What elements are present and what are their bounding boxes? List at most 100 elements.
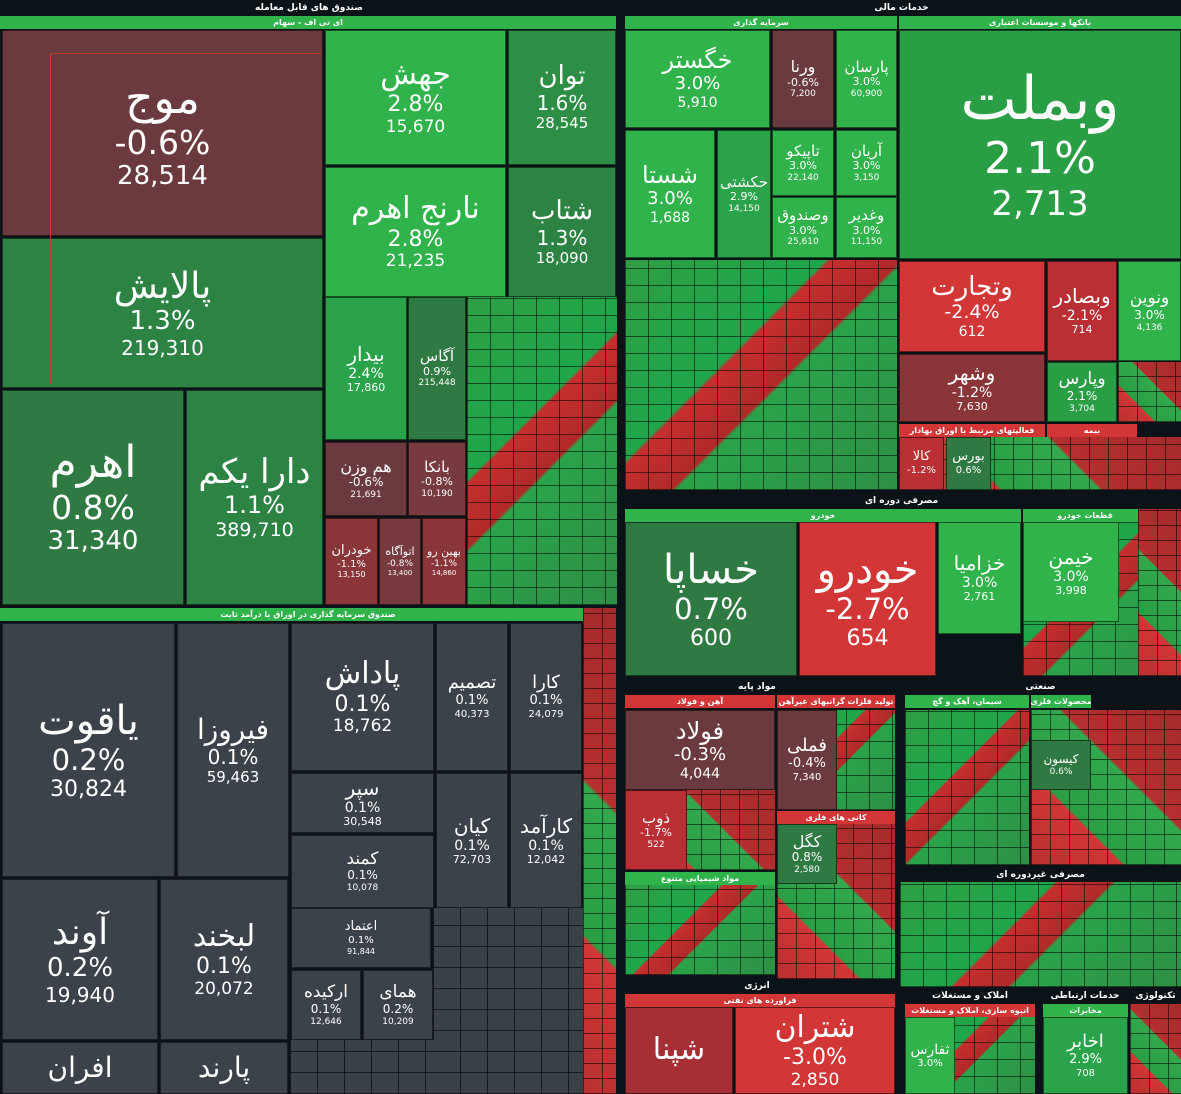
tile-symbol: خودرو [816,546,919,593]
symbol-tile[interactable]: کالا -1.2% [899,437,944,490]
small-tiles-cluster [625,885,775,975]
tile-value: 389,710 [215,518,294,541]
tile-value: 714 [1071,323,1093,337]
symbol-tile[interactable]: ونوین 3.0% 4,136 [1118,261,1181,361]
symbol-tile[interactable]: فولاد -0.3% 4,044 [625,710,775,790]
symbol-tile[interactable]: خزامیا 3.0% 2,761 [938,522,1021,634]
tile-value: 19,940 [45,982,115,1007]
symbol-tile[interactable]: بهین رو -1.1% 14,860 [422,518,466,605]
symbol-tile[interactable]: خیمن 3.0% 3,998 [1023,522,1119,622]
symbol-tile[interactable]: پارسان 3.0% 60,900 [836,30,897,128]
symbol-tile[interactable]: خودرو -2.7% 654 [799,522,936,676]
tile-symbol: دارا یکم [198,452,311,493]
symbol-tile[interactable]: بیدار 2.4% 17,860 [325,297,407,440]
symbol-tile[interactable]: وشهر -1.2% 7,630 [899,354,1045,422]
symbol-tile[interactable]: شپنا [625,1007,733,1094]
symbol-tile[interactable]: ثفارس 3.0% [905,1017,955,1094]
tile-value: 17,860 [346,380,386,394]
symbol-tile[interactable]: موج -0.6% 28,514 [2,30,323,236]
tile-change: 2.9% [1068,1051,1103,1067]
symbol-tile[interactable]: هم وزن -0.6% 21,691 [325,442,407,516]
symbol-tile[interactable]: تصمیم 0.1% 40,373 [436,623,508,771]
tile-value: 2,850 [790,1069,840,1090]
symbol-tile[interactable]: کارا 0.1% 24,079 [510,623,582,771]
symbol-tile[interactable]: پالایش 1.3% 219,310 [2,238,323,388]
tile-symbol: فولاد [675,716,725,745]
symbol-tile[interactable]: وبصادر -2.1% 714 [1047,261,1117,361]
symbol-tile[interactable]: کیسون 0.6% [1031,740,1091,790]
tile-symbol: بیدار [347,341,385,366]
symbol-tile[interactable]: کمند 0.1% 10,078 [291,835,434,908]
symbol-tile[interactable]: وتجارت -2.4% 612 [899,261,1045,352]
industry-header: بانکها و موسسات اعتباری [899,16,1181,29]
symbol-tile[interactable]: لبخند 0.1% 20,072 [160,879,288,1040]
symbol-tile[interactable]: حکشتی 2.9% 14,150 [717,130,771,258]
symbol-tile[interactable]: سپر 0.1% 30,548 [291,773,434,833]
industry-header: انبوه سازی، املاک و مستغلات [905,1004,1035,1017]
symbol-tile[interactable]: همای 0.2% 10,209 [363,970,433,1040]
symbol-tile[interactable]: ورنا -0.6% 7,200 [772,30,834,128]
tile-change: 3.0% [674,73,721,95]
symbol-tile[interactable]: افران [2,1042,158,1094]
tile-value: 40,373 [454,709,490,721]
tile-change: 0.1% [454,837,490,854]
tile-symbol: آگاس [419,347,455,366]
symbol-tile[interactable]: اهرم 0.8% 31,340 [2,390,184,605]
symbol-tile[interactable]: اعتماد 0.1% 91,844 [291,908,431,968]
tile-symbol: یاقوت [38,697,139,744]
symbol-tile[interactable]: کارآمد 0.1% 12,042 [510,773,582,908]
symbol-tile[interactable]: وغدیر 3.0% 11,150 [836,197,897,258]
symbol-tile[interactable]: شتران -3.0% 2,850 [735,1007,895,1094]
symbol-tile[interactable]: کگل 0.8% 2,580 [777,824,837,884]
tile-change: 2.8% [387,92,444,118]
industry-header: آهن و فولاد [625,695,775,708]
tile-value: 2,761 [963,590,996,604]
tile-symbol: افران [47,1050,113,1084]
tile-change: 2.4% [348,365,384,382]
symbol-tile[interactable]: آریان 3.0% 3,150 [836,130,897,196]
tile-value: 20,072 [194,978,254,999]
symbol-tile[interactable]: ارکیده 0.1% 12,646 [291,970,361,1040]
symbol-tile[interactable]: توان 1.6% 28,545 [508,30,616,165]
tile-change: -0.6% [787,75,819,89]
symbol-tile[interactable]: اتوآگاه -0.8% 13,400 [379,518,421,605]
tile-change: 0.1% [455,693,489,709]
symbol-tile[interactable]: وبملت 2.1% 2,713 [899,30,1181,259]
tile-symbol: فملی [787,735,827,757]
tile-symbol: پارند [197,1050,251,1084]
tile-change: -2.7% [825,591,910,626]
tile-value: 59,463 [206,767,260,786]
symbol-tile[interactable]: خگستر 3.0% 5,910 [625,30,770,128]
symbol-tile[interactable]: فیروزا 0.1% 59,463 [177,623,289,877]
tile-symbol: خگستر [662,45,733,74]
tile-value: 14,860 [431,568,457,577]
symbol-tile[interactable]: خساپا 0.7% 600 [625,522,797,676]
symbol-tile[interactable]: ذوب -1.7% 522 [625,790,687,870]
tile-symbol: وشهر [948,361,996,386]
symbol-tile[interactable]: شستا 3.0% 1,688 [625,130,715,258]
symbol-tile[interactable]: یاقوت 0.2% 30,824 [2,623,175,877]
symbol-tile[interactable]: شتاب 1.3% 18,090 [508,167,616,297]
symbol-tile[interactable]: آوند 0.2% 19,940 [2,879,158,1040]
symbol-tile[interactable]: بانکا -0.8% 10,190 [408,442,466,516]
symbol-tile[interactable]: جهش 2.8% 15,670 [325,30,506,165]
symbol-tile[interactable]: کیان 0.1% 72,703 [436,773,508,908]
tile-change: 0.9% [423,364,451,378]
small-tiles-cluster [905,710,1029,865]
symbol-tile[interactable]: تاپیکو 3.0% 22,140 [772,130,834,196]
symbol-tile[interactable]: پاداش 0.1% 18,762 [291,623,434,771]
symbol-tile[interactable]: وپارس 2.1% 3,704 [1047,362,1117,422]
symbol-tile[interactable]: اخابر 2.9% 708 [1043,1017,1128,1094]
symbol-tile[interactable]: نارنج اهرم 2.8% 21,235 [325,167,506,297]
tile-change: 0.1% [310,1001,342,1016]
symbol-tile[interactable]: پارند [160,1042,288,1094]
tile-value: 7,340 [792,772,822,784]
symbol-tile[interactable]: خودران -1.1% 13,150 [325,518,378,605]
symbol-tile[interactable]: دارا یکم 1.1% 389,710 [186,390,323,605]
symbol-tile[interactable]: فملی -0.4% 7,340 [777,710,837,810]
symbol-tile[interactable]: وصندوق 3.0% 25,610 [772,197,834,258]
symbol-tile[interactable]: آگاس 0.9% 215,448 [408,297,466,440]
small-tiles-cluster [900,882,1181,987]
symbol-tile[interactable]: بورس 0.6% [946,437,991,490]
tile-symbol: همای [379,982,417,1003]
